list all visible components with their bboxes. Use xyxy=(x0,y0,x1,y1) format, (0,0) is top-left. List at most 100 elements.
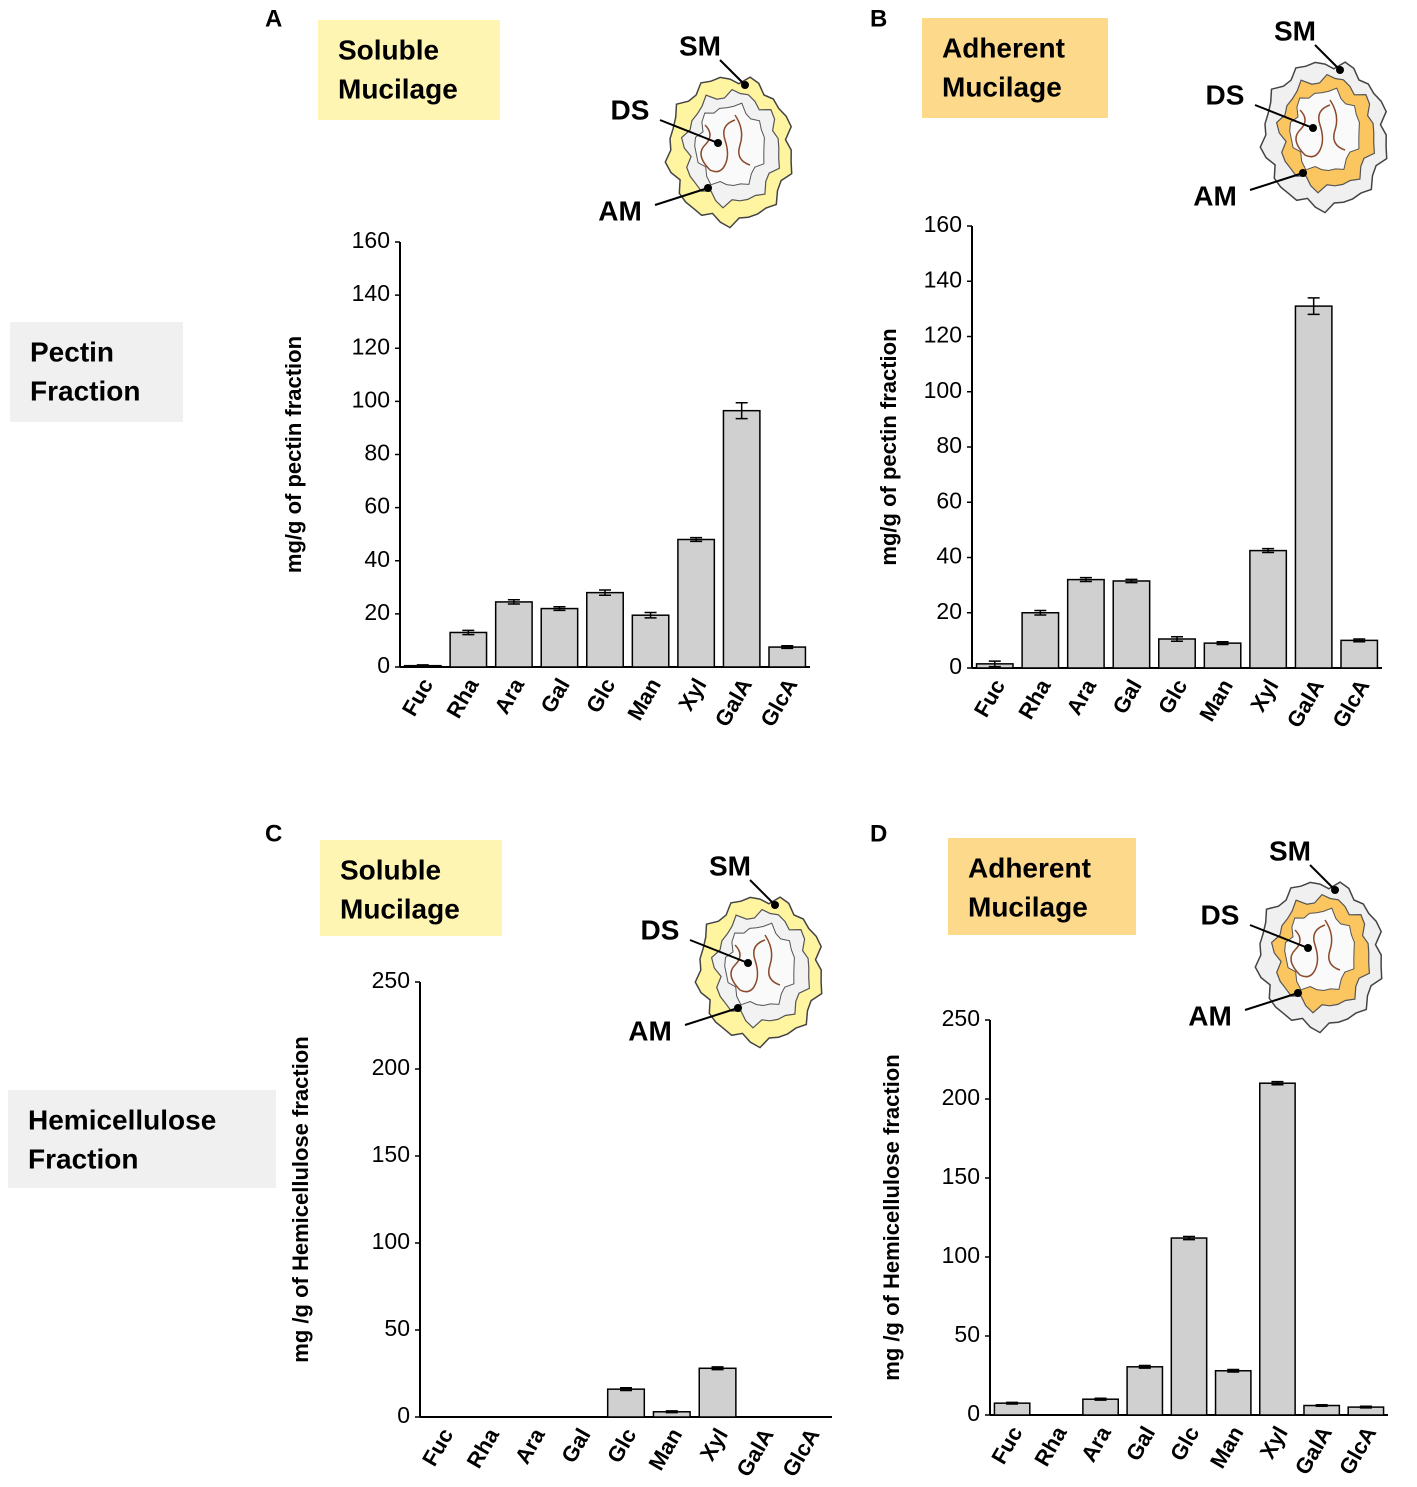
panel-label: C xyxy=(265,820,282,847)
y-tick-label: 0 xyxy=(949,653,962,679)
x-tick-label: Fuc xyxy=(397,674,438,720)
diagram-label: SM xyxy=(709,850,751,881)
bar xyxy=(1170,1237,1208,1416)
panel-label: B xyxy=(870,5,887,32)
x-tick-label: Ara xyxy=(1061,674,1101,719)
row-label-box xyxy=(10,322,183,422)
x-tick-label: GalA xyxy=(1282,675,1329,732)
seed-inner xyxy=(1284,907,1355,992)
bar xyxy=(1066,578,1105,669)
pointer xyxy=(689,939,749,964)
x-tick-label: Fuc xyxy=(969,675,1010,721)
title-badge xyxy=(318,20,500,120)
x-tick-label: Xyl xyxy=(673,674,711,715)
x-tick-label: Gal xyxy=(535,674,574,717)
panel-label: A xyxy=(265,5,282,32)
diagram-label: DS xyxy=(1201,899,1240,930)
y-tick-label: 60 xyxy=(364,493,390,519)
x-tick-label: Man xyxy=(1205,1422,1249,1473)
error-bar xyxy=(1006,1401,1019,1405)
bar xyxy=(1021,612,1060,669)
error-bar xyxy=(711,1366,724,1371)
error-bar xyxy=(1183,1235,1195,1241)
x-tick-label: Ara xyxy=(510,1423,550,1468)
error-bar xyxy=(1034,609,1047,616)
error-bar xyxy=(462,629,475,636)
x-tick-label: Man xyxy=(622,674,666,725)
diagram-label: AM xyxy=(1193,180,1237,211)
y-tick-label: 100 xyxy=(942,1242,980,1268)
chart-title: Adherent xyxy=(968,852,1091,883)
bar xyxy=(698,1367,737,1418)
error-bar xyxy=(1138,1364,1151,1369)
error-bar xyxy=(1079,576,1092,583)
bar xyxy=(1259,1082,1296,1416)
error-bar xyxy=(1262,547,1275,554)
error-bar xyxy=(988,660,1001,668)
bar xyxy=(1214,1370,1252,1416)
title-badge xyxy=(922,18,1108,118)
y-tick-label: 80 xyxy=(936,432,962,458)
x-tick-label: Xyl xyxy=(1255,1422,1293,1463)
y-axis-label: mg /g of Hemicellulose fraction xyxy=(288,1036,313,1362)
bar xyxy=(1294,305,1333,669)
x-tick-label: Ara xyxy=(1076,1421,1116,1466)
pointer xyxy=(1244,992,1299,1011)
diagram-label: DS xyxy=(1206,79,1245,110)
y-tick-label: 250 xyxy=(372,967,410,993)
pointer-dot xyxy=(741,81,749,89)
x-tick-label: Rha xyxy=(1029,1421,1072,1470)
pointer-dot xyxy=(1304,944,1312,952)
y-tick-label: 100 xyxy=(352,386,390,412)
row-label: Fraction xyxy=(30,375,140,406)
pointer xyxy=(1249,924,1309,949)
pointer-dot xyxy=(704,184,712,192)
pointer-dot xyxy=(714,139,722,147)
bar xyxy=(677,538,716,668)
y-tick-label: 120 xyxy=(924,322,962,348)
bar xyxy=(722,409,761,668)
x-tick-label: Man xyxy=(643,1424,687,1475)
y-tick-label: 40 xyxy=(364,546,390,572)
pointer-dot xyxy=(771,901,779,909)
row-label: Pectin xyxy=(30,336,114,367)
error-bar xyxy=(1271,1080,1284,1086)
row-label: Hemicellulose xyxy=(28,1104,216,1135)
pointer-dot xyxy=(1336,66,1344,74)
pointer xyxy=(1314,44,1341,71)
pointer xyxy=(684,1007,739,1026)
bar xyxy=(1340,639,1379,669)
x-tick-label: Gal xyxy=(1107,675,1146,718)
x-tick-label: GlcA xyxy=(755,674,802,731)
bar xyxy=(586,591,624,668)
y-tick-label: 150 xyxy=(372,1141,410,1167)
bar xyxy=(1249,549,1288,669)
error-bar xyxy=(665,1410,678,1414)
pointer xyxy=(1249,172,1304,191)
pointer-dot xyxy=(734,1004,742,1012)
y-tick-label: 100 xyxy=(924,377,962,403)
y-axis-label: mg/g of pectin fraction xyxy=(876,328,901,565)
x-tick-label: GlcA xyxy=(1327,675,1374,732)
pointer xyxy=(719,59,746,86)
seed-squiggle xyxy=(1290,919,1341,978)
error-bar xyxy=(1216,641,1229,646)
x-tick-label: Glc xyxy=(581,674,620,717)
bar xyxy=(993,1402,1031,1416)
y-tick-label: 200 xyxy=(942,1084,980,1110)
chart-title: Mucilage xyxy=(942,71,1062,102)
x-tick-label: Xyl xyxy=(1245,675,1283,716)
error-bar xyxy=(553,605,566,612)
bar xyxy=(1126,1366,1164,1416)
x-tick-label: Gal xyxy=(556,1424,595,1467)
error-bar xyxy=(507,599,520,605)
row-label-box xyxy=(8,1090,276,1188)
error-bar xyxy=(690,536,703,543)
y-tick-label: 50 xyxy=(954,1321,980,1347)
error-bar xyxy=(644,611,657,619)
y-tick-label: 20 xyxy=(364,599,390,625)
x-tick-label: GalA xyxy=(710,674,757,731)
diagram-label: AM xyxy=(598,195,642,226)
x-tick-label: Fuc xyxy=(417,1424,458,1470)
x-tick-label: Rha xyxy=(1013,674,1056,723)
